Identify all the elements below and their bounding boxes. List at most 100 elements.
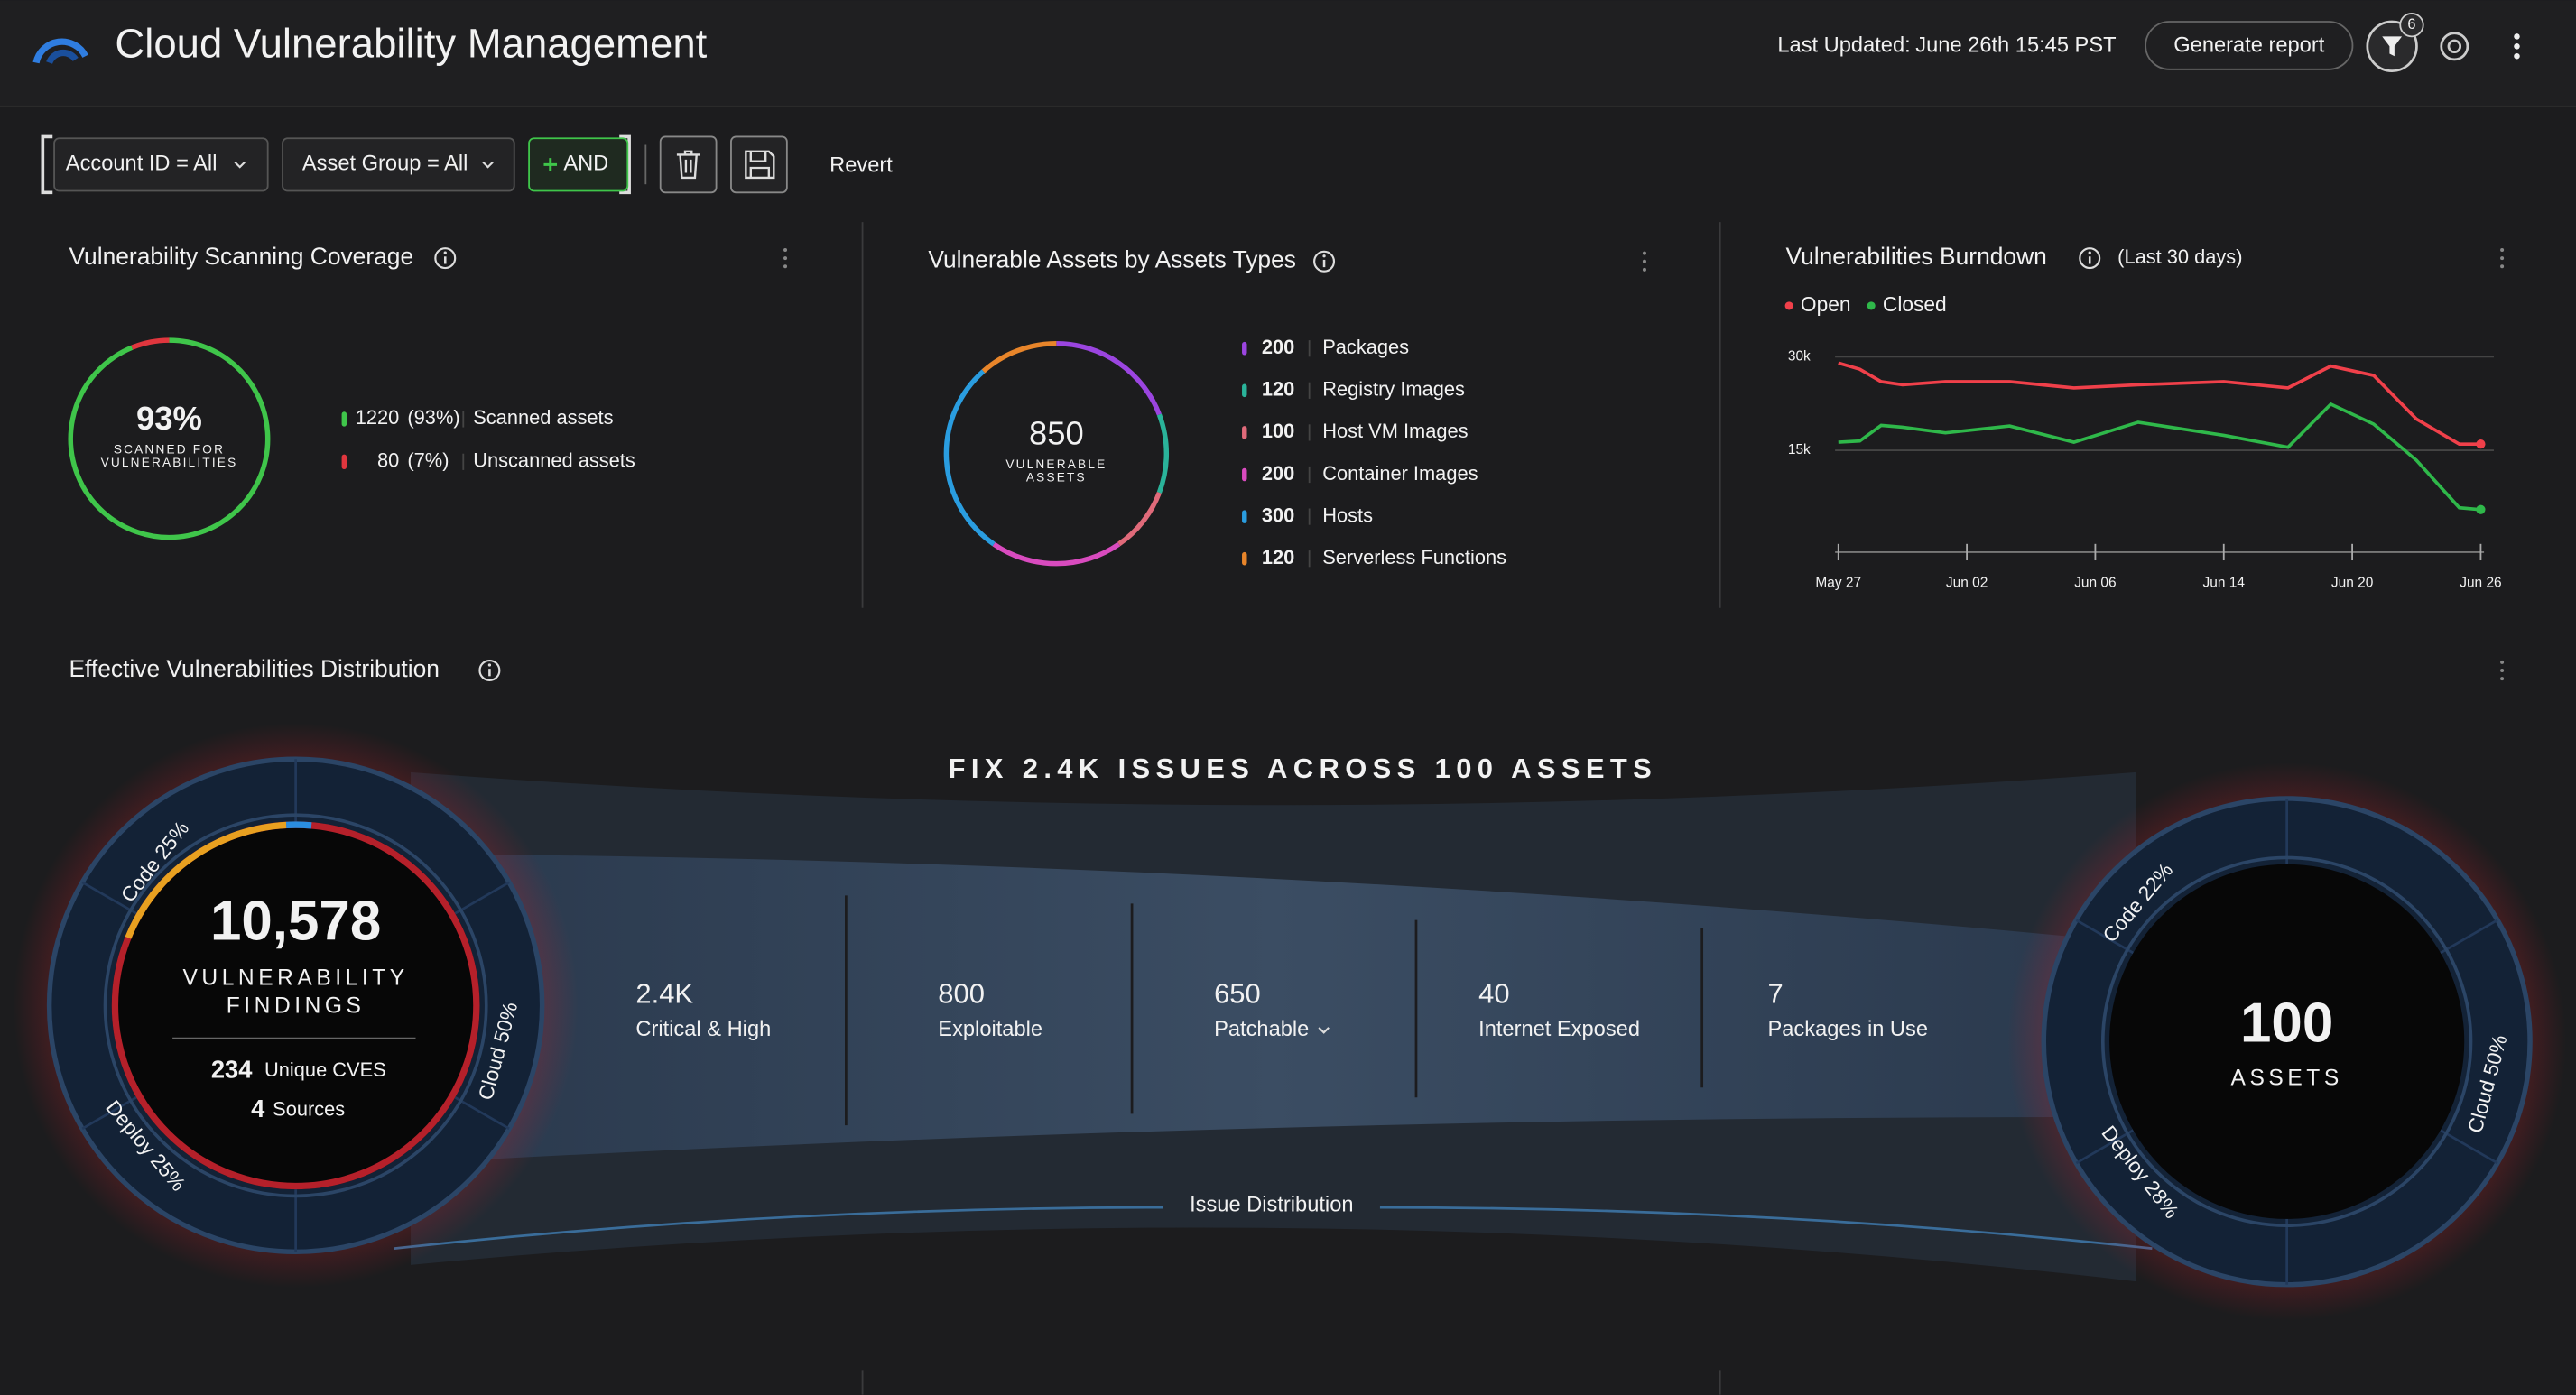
more-menu-dot [2500, 660, 2505, 664]
more-menu-dot [783, 256, 788, 261]
legend-dot [1867, 301, 1876, 310]
asset-caption: VULNERABLE [1005, 457, 1107, 471]
asset-type-arc [1056, 341, 1162, 416]
metric-value: 800 [938, 978, 985, 1010]
asset-caption: ASSETS [1026, 471, 1087, 485]
filter-badge-count: 6 [2407, 16, 2415, 32]
metric-value: 650 [1214, 978, 1261, 1010]
asset-group-filter[interactable] [282, 137, 515, 192]
y-tick-label: 15k [1788, 442, 1811, 457]
issue-line-left [394, 1206, 1163, 1251]
kebab-menu-dot [2514, 52, 2520, 60]
legend-label: Container Images [1322, 462, 1478, 485]
findings-caption: VULNERABILITY [182, 966, 408, 991]
series-line [1838, 402, 2481, 512]
ring-divider [454, 1096, 510, 1130]
legend-swatch [1242, 467, 1247, 482]
content: Cloud Vulnerability Management Last Updat… [13, 12, 2567, 1395]
logo-arc [46, 49, 79, 65]
coverage-caption: SCANNED FOR [114, 443, 225, 457]
kebab-menu-dot [2514, 33, 2520, 40]
legend-label: Scanned assets [473, 406, 613, 429]
coverage-percent: 93% [136, 400, 202, 437]
dropdown-chevron [1318, 1027, 1330, 1034]
save-button[interactable] [730, 135, 788, 194]
legend-count: 120 [1262, 378, 1294, 401]
metric-label: Critical & High [635, 1018, 771, 1041]
asset-type-arc [981, 341, 1057, 374]
last-updated-value: June 26th 15:45 PST [1915, 34, 2116, 58]
asset-type-arc [992, 541, 1121, 567]
more-menu-dot [1642, 267, 1646, 272]
info-icon [434, 247, 457, 270]
legend-label: Open [1801, 292, 1851, 316]
unique-cves-label: Unique CVES [264, 1058, 386, 1081]
filter-badge [2399, 12, 2424, 38]
findings-value: 10,578 [210, 890, 381, 952]
and-button[interactable] [528, 137, 629, 192]
asset-total: 850 [1029, 414, 1084, 451]
legend-label: Serverless Functions [1322, 546, 1506, 568]
info-icon [1313, 250, 1336, 273]
headline: FIX 2.4K ISSUES ACROSS 100 ASSETS [949, 753, 1658, 784]
trash-icon [676, 150, 700, 180]
ring-divider [2075, 919, 2135, 955]
legend-percent: (93%) [407, 406, 459, 429]
findings-code-arc [125, 821, 287, 939]
revert-button[interactable]: Revert [829, 153, 893, 177]
ring-divider [454, 881, 510, 915]
findings-caption: FINDINGS [227, 994, 366, 1019]
filter-bracket-left [41, 134, 53, 195]
more-menu-dot [783, 264, 788, 269]
legend-percent: (7%) [407, 449, 449, 472]
legend-count: 80 [377, 449, 399, 472]
ring-divider [81, 1096, 137, 1130]
x-tick-label: Jun 06 [2074, 576, 2116, 591]
legend-label: Packages [1322, 336, 1409, 358]
save-icon [745, 150, 775, 180]
ring-divider [81, 881, 137, 915]
asset-type-arc [1156, 413, 1170, 494]
metric-label: Packages in Use [1767, 1018, 1928, 1041]
account-filter[interactable] [53, 137, 269, 192]
metric-label: Patchable [1214, 1018, 1309, 1041]
asset-group-filter-label: Asset Group = All [302, 152, 468, 176]
filter-icon [2382, 36, 2403, 57]
ring-inner-border [2100, 855, 2473, 1227]
funnel-band [476, 854, 2071, 1160]
sources-value: 4 [251, 1095, 265, 1122]
generate-report-button[interactable] [2145, 21, 2354, 70]
dropdown-chevron [482, 161, 494, 169]
ring-core [2109, 864, 2465, 1219]
x-tick-label: May 27 [1815, 576, 1861, 591]
metric-value: 2.4K [635, 978, 693, 1010]
issue-distribution-label: Issue Distribution [1190, 1194, 1353, 1217]
settings-button[interactable] [2440, 32, 2469, 61]
legend-count: 300 [1262, 503, 1294, 526]
y-tick-label: 30k [1788, 348, 1811, 364]
legend-count: 120 [1262, 546, 1294, 568]
ring-divider [2075, 1129, 2135, 1165]
legend-swatch [1242, 426, 1247, 439]
asset-type-arc [1117, 491, 1162, 547]
panel-title: Vulnerability Scanning Coverage [69, 243, 413, 270]
delete-button[interactable] [659, 135, 718, 194]
panel-title: Vulnerabilities Burndown [1786, 243, 2047, 270]
unique-cves-value: 234 [211, 1055, 253, 1083]
and-button-label: AND [563, 152, 608, 176]
account-filter-label: Account ID = All [66, 152, 218, 176]
legend-swatch [1242, 551, 1247, 566]
page-title: Cloud Vulnerability Management [115, 20, 707, 66]
info-icon [2079, 247, 2101, 270]
asset-type-arc [943, 369, 996, 547]
plus-icon [543, 158, 558, 171]
metric-value: 7 [1767, 978, 1783, 1010]
info-icon [478, 659, 501, 681]
ring-inner-border [103, 813, 488, 1198]
last-updated-label: Last Updated: [1777, 34, 1910, 58]
legend-label: Registry Images [1322, 378, 1465, 401]
coverage-arc [68, 337, 271, 540]
settings-icon-core [2447, 39, 2462, 54]
